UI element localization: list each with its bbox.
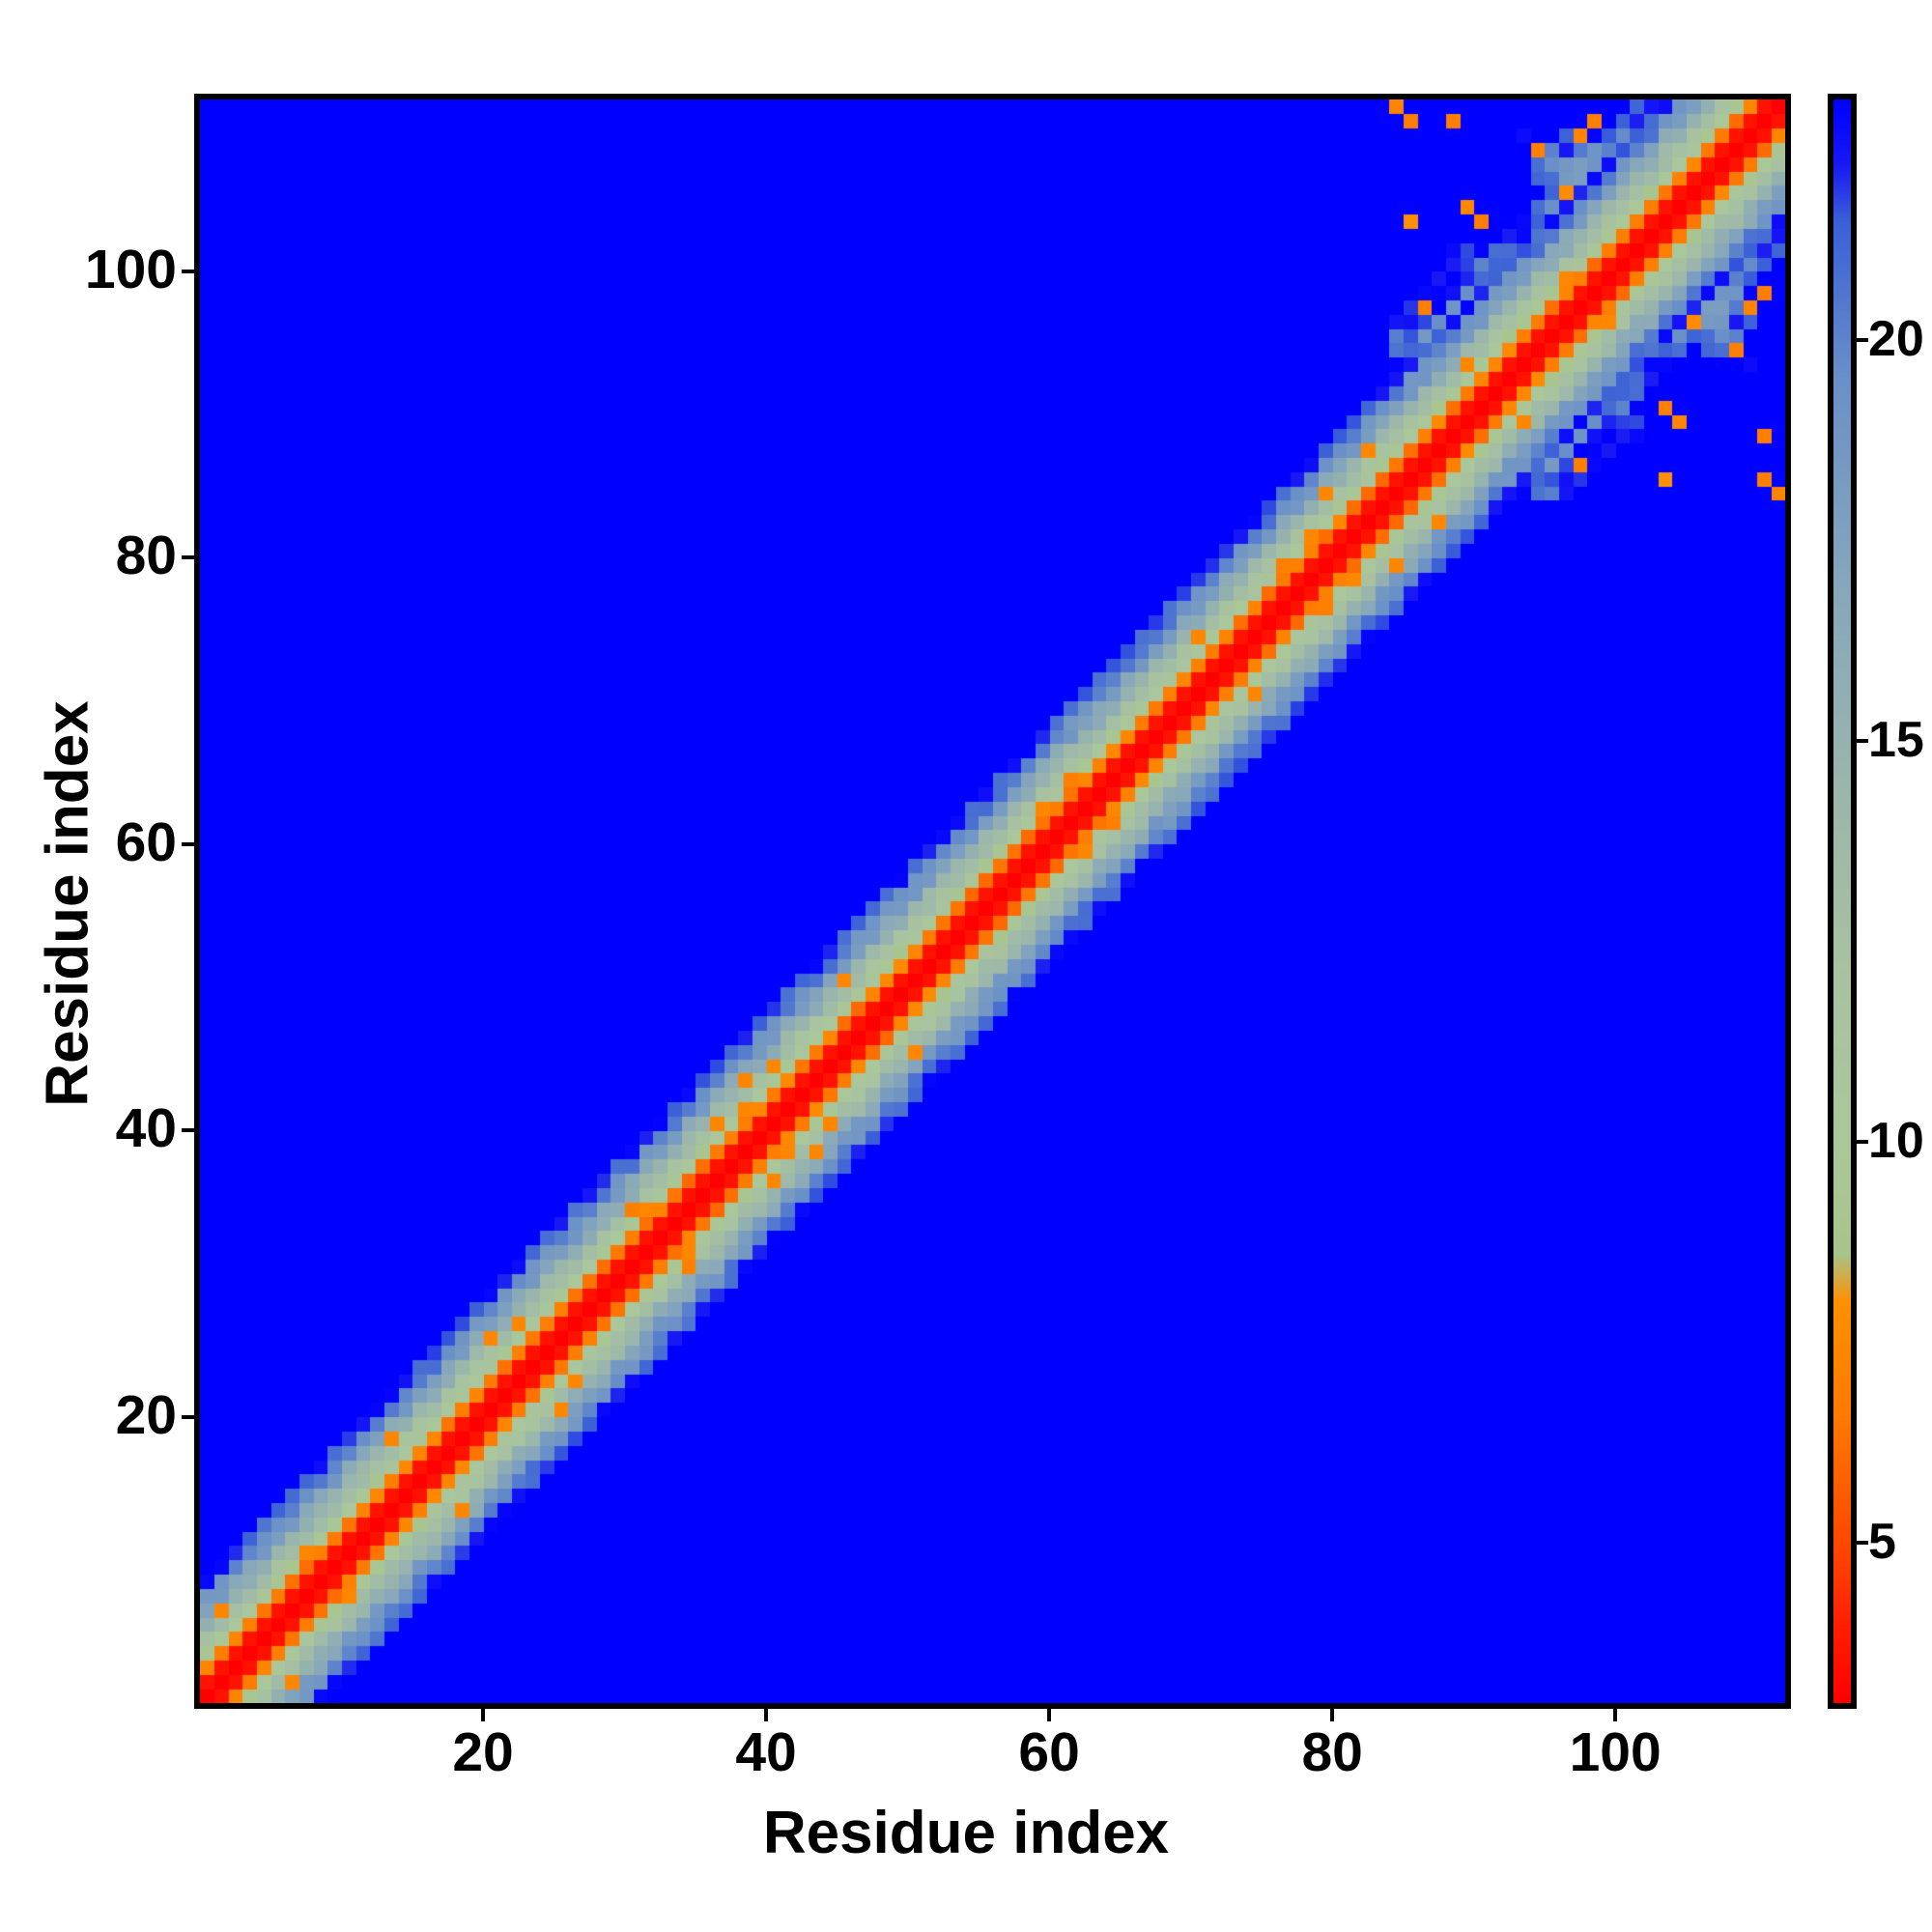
colorbar-tick-mark bbox=[1857, 739, 1868, 743]
colorbar-canvas bbox=[1833, 99, 1851, 1703]
colorbar-tick-mark bbox=[1857, 338, 1868, 342]
colorbar-tick-label: 5 bbox=[1868, 1514, 1896, 1570]
colorbar-tick-label: 10 bbox=[1868, 1113, 1924, 1169]
y-tick-mark bbox=[182, 555, 194, 560]
y-tick-mark bbox=[182, 1128, 194, 1133]
y-tick-label: 60 bbox=[115, 810, 177, 873]
colorbar-tick-mark bbox=[1857, 1541, 1868, 1545]
x-tick-label: 100 bbox=[1569, 1721, 1662, 1783]
heatmap-plot-area bbox=[200, 99, 1785, 1703]
x-tick-mark bbox=[1330, 1709, 1335, 1721]
colorbar-tick-mark bbox=[1857, 1140, 1868, 1144]
x-tick-mark bbox=[1047, 1709, 1052, 1721]
y-axis-title: Residue index bbox=[34, 700, 101, 1107]
y-tick-mark bbox=[182, 269, 194, 273]
y-tick-mark bbox=[182, 841, 194, 846]
heatmap-canvas bbox=[200, 99, 1785, 1703]
y-tick-label: 80 bbox=[115, 525, 177, 587]
x-tick-mark bbox=[764, 1709, 769, 1721]
x-tick-label: 20 bbox=[452, 1721, 514, 1783]
x-tick-label: 80 bbox=[1301, 1721, 1363, 1783]
x-axis-title: Residue index bbox=[762, 1800, 1170, 1866]
x-tick-mark bbox=[1613, 1709, 1618, 1721]
colorbar-tick-label: 15 bbox=[1868, 712, 1924, 768]
colorbar-tick-label: 20 bbox=[1868, 311, 1924, 367]
x-tick-label: 60 bbox=[1018, 1721, 1080, 1783]
x-tick-mark bbox=[481, 1709, 486, 1721]
y-tick-mark bbox=[182, 1414, 194, 1419]
y-tick-label: 100 bbox=[84, 238, 177, 300]
y-tick-label: 20 bbox=[115, 1383, 177, 1446]
colorbar bbox=[1833, 99, 1851, 1703]
x-tick-label: 40 bbox=[735, 1721, 797, 1783]
y-tick-label: 40 bbox=[115, 1097, 177, 1160]
